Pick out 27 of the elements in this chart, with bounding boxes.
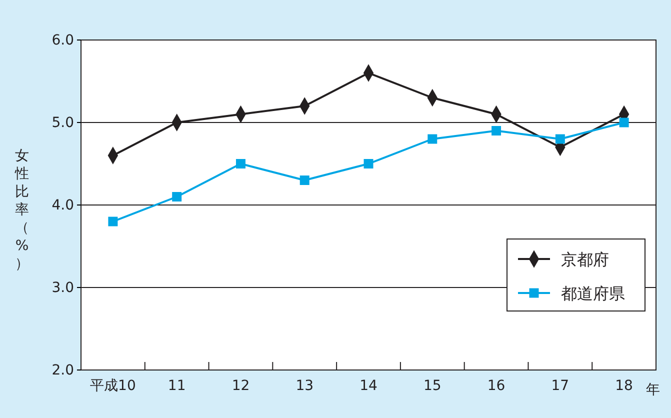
point xyxy=(108,216,118,226)
point xyxy=(172,192,182,202)
x-tick-label: 15 xyxy=(423,378,442,394)
y-tick-label: 2.0 xyxy=(52,362,74,378)
point xyxy=(300,176,310,185)
x-tick-label: 平成10 xyxy=(90,378,136,394)
x-tick-label: 12 xyxy=(232,378,250,394)
x-tick-label: 14 xyxy=(360,378,378,394)
point xyxy=(555,134,565,144)
legend-label: 都道府県 xyxy=(561,284,625,303)
y-axis-title: 女性比率（%） xyxy=(14,148,29,272)
point xyxy=(619,118,629,128)
point xyxy=(236,159,246,168)
point xyxy=(492,126,502,136)
y-tick-label: 4.0 xyxy=(52,197,74,214)
x-tick-label: 13 xyxy=(296,378,314,394)
x-tick-label: 17 xyxy=(551,378,570,394)
y-tick-label: 5.0 xyxy=(52,114,74,131)
x-axis-title: 年 xyxy=(646,382,660,398)
legend-label: 京都府 xyxy=(561,250,609,269)
y-tick-label: 3.0 xyxy=(52,280,74,296)
point xyxy=(428,134,438,144)
x-tick-label: 18 xyxy=(615,378,633,394)
x-tick-label: 11 xyxy=(168,378,186,394)
point xyxy=(364,159,374,168)
x-tick-label: 16 xyxy=(487,378,506,394)
y-tick-label: 6.0 xyxy=(52,32,74,48)
